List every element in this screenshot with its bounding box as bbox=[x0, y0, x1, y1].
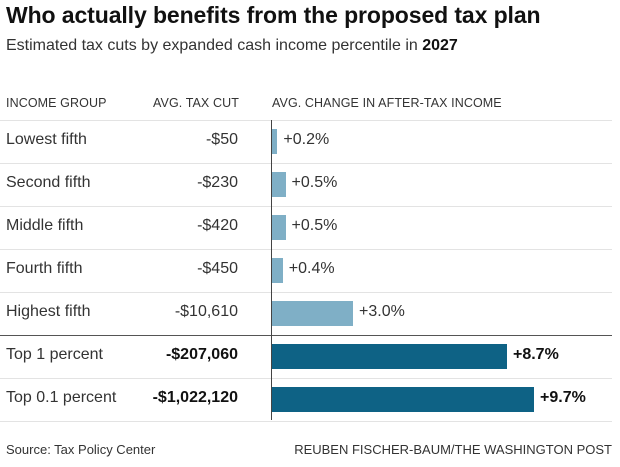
row-divider bbox=[0, 335, 612, 336]
bar-value-label: +9.7% bbox=[540, 389, 586, 406]
row-divider bbox=[0, 249, 612, 250]
row-divider bbox=[0, 292, 612, 293]
subtitle-text: Estimated tax cuts by expanded cash inco… bbox=[6, 37, 423, 54]
avg-tax-cut-value: -$207,060 bbox=[165, 346, 238, 363]
bar-axis-line bbox=[271, 120, 272, 420]
bar-value-label: +0.5% bbox=[291, 174, 338, 191]
bar-mark bbox=[272, 258, 283, 283]
bar-mark bbox=[272, 172, 286, 197]
table-row: Middle fifth -$420 +0.5% bbox=[0, 206, 612, 249]
income-group-label: Highest fifth bbox=[6, 303, 91, 320]
bar-mark bbox=[272, 344, 507, 369]
table-row: Highest fifth -$10,610 +3.0% bbox=[0, 292, 612, 335]
income-group-label: Top 1 percent bbox=[6, 346, 103, 363]
table-row: Top 1 percent -$207,060 +8.7% bbox=[0, 335, 612, 378]
row-divider bbox=[0, 206, 612, 207]
table-row: Second fifth -$230 +0.5% bbox=[0, 163, 612, 206]
credit-line: REUBEN FISCHER-BAUM/THE WASHINGTON POST bbox=[294, 442, 612, 457]
bar-value-label: +0.5% bbox=[291, 217, 338, 234]
subtitle-year: 2027 bbox=[422, 37, 458, 54]
avg-tax-cut-value: -$10,610 bbox=[174, 303, 238, 320]
bar-value-label: +3.0% bbox=[359, 303, 405, 320]
table-row: Lowest fifth -$50 +0.2% bbox=[0, 120, 612, 163]
header-income-group: INCOME GROUP bbox=[6, 96, 107, 110]
row-divider bbox=[0, 421, 612, 422]
bar-value-label: +0.4% bbox=[288, 260, 335, 277]
header-avg-change: AVG. CHANGE IN AFTER-TAX INCOME bbox=[272, 96, 502, 110]
bar-value-label: +8.7% bbox=[512, 346, 559, 363]
row-divider bbox=[0, 378, 612, 379]
bar-value-label: +0.2% bbox=[283, 131, 330, 148]
table-row: Fourth fifth -$450 +0.4% bbox=[0, 249, 612, 292]
table-row: Top 0.1 percent -$1,022,120 +9.7% bbox=[0, 378, 612, 421]
bar-mark bbox=[272, 301, 354, 326]
row-divider bbox=[0, 163, 612, 164]
header-avg-tax-cut: AVG. TAX CUT bbox=[153, 96, 239, 110]
avg-tax-cut-value: -$50 bbox=[205, 131, 238, 148]
avg-tax-cut-value: -$1,022,120 bbox=[152, 389, 238, 406]
income-group-label: Middle fifth bbox=[6, 217, 84, 234]
income-group-label: Second fifth bbox=[6, 174, 91, 191]
avg-tax-cut-value: -$230 bbox=[197, 174, 238, 191]
income-group-label: Top 0.1 percent bbox=[6, 389, 117, 406]
header-divider bbox=[0, 120, 612, 121]
income-group-label: Fourth fifth bbox=[6, 260, 83, 277]
chart-subtitle: Estimated tax cuts by expanded cash inco… bbox=[6, 37, 458, 55]
income-group-label: Lowest fifth bbox=[6, 131, 87, 148]
avg-tax-cut-value: -$450 bbox=[197, 260, 238, 277]
avg-tax-cut-value: -$420 bbox=[197, 217, 238, 234]
bar-mark bbox=[272, 215, 286, 240]
chart-title: Who actually benefits from the proposed … bbox=[6, 2, 541, 28]
bar-mark bbox=[272, 387, 534, 412]
bar-mark bbox=[272, 129, 278, 154]
source-note: Source: Tax Policy Center bbox=[6, 442, 156, 457]
